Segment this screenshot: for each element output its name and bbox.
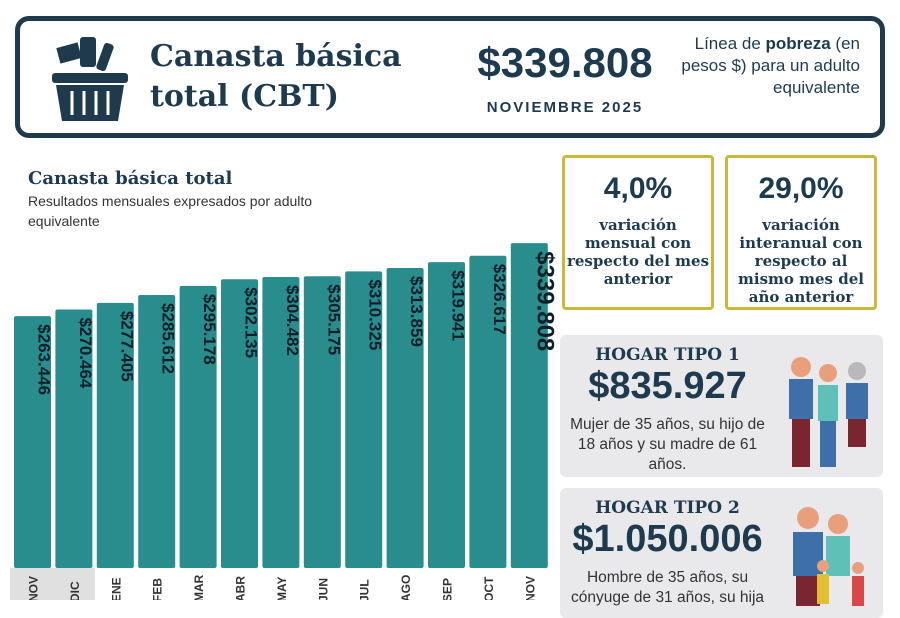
category-label: MAR: [192, 574, 206, 600]
family-illustration-icon: [789, 357, 868, 467]
category-label: ABR: [234, 576, 248, 600]
bar-value-label: $310.325: [366, 279, 385, 350]
bar-value-label: $305.175: [324, 284, 343, 355]
stat-desc: variación interanual con respecto al mis…: [738, 216, 864, 306]
bar-value-label: $319.941: [449, 270, 468, 341]
bar-value-label: $326.617: [490, 264, 509, 335]
bar: [510, 243, 548, 568]
header-value: $339.808: [477, 39, 653, 86]
hogar-title: HOGAR TIPO 2: [595, 498, 740, 518]
bar: [262, 276, 300, 568]
stat-value: 4,0%: [603, 172, 673, 205]
bar-value-label: $270.464: [76, 317, 95, 388]
category-label: OCT: [482, 576, 496, 600]
bar: [303, 276, 341, 568]
header-month: NOVIEMBRE 2025: [486, 99, 644, 116]
desc-text: (en pesos $) para un adulto equivalente: [681, 34, 860, 97]
family-illustration-icon: [793, 507, 864, 606]
bar: [428, 262, 465, 568]
bar-value-label: $285.612: [159, 303, 178, 374]
bar: [345, 271, 383, 568]
stat-desc: variación mensual con respecto del mes a…: [566, 216, 710, 288]
category-label: NOV: [27, 576, 41, 600]
bar: [221, 279, 258, 568]
hogar-value: $835.927: [588, 365, 747, 407]
category-label: AGO: [399, 575, 413, 600]
header-description: Línea de pobreza (en pesos $) para un ad…: [670, 33, 860, 99]
hogar-title: HOGAR TIPO 1: [595, 345, 740, 365]
category-label: NOV: [523, 576, 537, 600]
hogar-tipo-2: HOGAR TIPO 2 $1.050.006 Hombre de 35 año…: [560, 488, 883, 618]
category-label: ENE: [109, 577, 123, 600]
bar: [386, 267, 424, 568]
hogar-tipo-1: HOGAR TIPO 1 $835.927 Mujer de 35 años, …: [560, 335, 883, 477]
category-label: JUN: [316, 578, 330, 600]
hogar-desc: Hombre de 35 años, su cónyuge de 31 años…: [570, 569, 765, 606]
highlight-band: [10, 568, 95, 600]
stat-value: 29,0%: [758, 172, 844, 205]
bar-value-label: $339.808: [531, 251, 558, 351]
bar-value-label: $304.482: [283, 285, 302, 356]
bar-value-label: $302.135: [242, 287, 261, 358]
header-title: Canasta básica total (CBT): [150, 39, 402, 114]
bar: [14, 316, 51, 568]
category-label: SEP: [441, 578, 455, 600]
bar: [179, 285, 217, 568]
bar: [55, 309, 93, 568]
bar-value-label: $277.405: [117, 311, 136, 382]
category-label: FEB: [151, 578, 165, 600]
hogar-desc: Mujer de 35 años, su hijo de 18 años y s…: [570, 416, 765, 473]
desc-text: Línea de: [694, 34, 766, 53]
category-label: DIC: [68, 581, 82, 600]
chart-title: Canasta básica total: [28, 168, 233, 189]
hogar-value: $1.050.006: [572, 518, 763, 560]
chart-subtitle: Resultados mensuales expresados por adul…: [28, 193, 313, 229]
stat-yearly: 29,0% variación interanual con respecto …: [725, 155, 877, 310]
bar: [96, 302, 134, 568]
bar-value-label: $263.446: [35, 324, 54, 395]
shopping-basket-icon: [52, 37, 128, 121]
stat-monthly: 4,0% variación mensual con respecto del …: [562, 155, 714, 310]
bar-value-label: $313.859: [407, 276, 426, 347]
bar: [138, 294, 176, 568]
bar: [469, 255, 507, 568]
category-label: MAY: [275, 576, 289, 600]
bar-chart: $263.446 NOV $270.464 DIC $277.405 ENE $285.61…: [10, 243, 558, 600]
desc-bold: pobreza: [765, 34, 831, 53]
category-label: JUL: [358, 579, 372, 600]
header-banner: Canasta básica total (CBT) $339.808 NOVI…: [15, 16, 885, 138]
bar-value-label: $295.178: [200, 294, 219, 365]
